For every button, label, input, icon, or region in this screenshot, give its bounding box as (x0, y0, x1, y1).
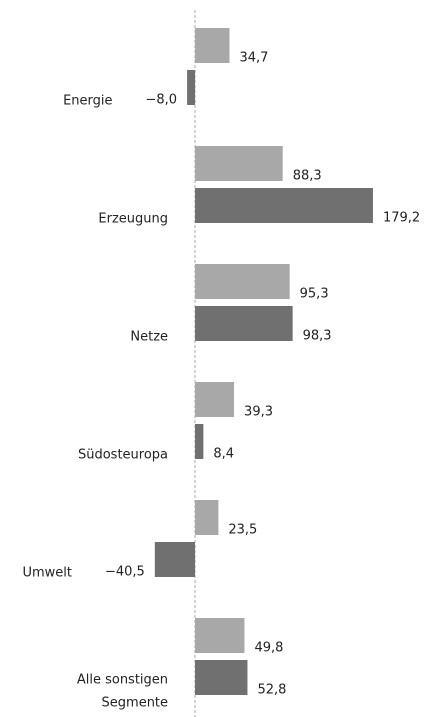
value-label: 95,3 (300, 287, 329, 302)
bar (187, 70, 196, 105)
bar (195, 264, 290, 299)
category-label: Alle sonstigen Segmente (77, 672, 168, 710)
bar (195, 188, 373, 223)
bar (195, 382, 235, 417)
value-label: 88,3 (293, 169, 322, 184)
value-label: 39,3 (244, 405, 273, 420)
category-label: Südosteuropa (78, 448, 168, 463)
value-label: 49,8 (254, 641, 283, 656)
bar (195, 146, 283, 181)
value-label: 179,2 (383, 211, 420, 226)
value-label: 52,8 (257, 683, 286, 698)
category-label: Energie (63, 94, 112, 109)
category-label: Netze (130, 330, 168, 345)
value-label: 8,4 (213, 447, 234, 462)
value-label: 23,5 (228, 523, 257, 538)
category-label: Erzeugung (98, 212, 168, 227)
bar (195, 660, 248, 695)
bar (195, 306, 293, 341)
value-label: −40,5 (105, 565, 145, 580)
category-label: Umwelt (22, 566, 72, 581)
bar (195, 28, 230, 63)
bar (154, 542, 196, 577)
value-label: 98,3 (303, 329, 332, 344)
bar (195, 500, 219, 535)
bar (195, 424, 204, 459)
value-label: 34,7 (239, 51, 268, 66)
value-label: −8,0 (146, 93, 178, 108)
bar (195, 618, 245, 653)
